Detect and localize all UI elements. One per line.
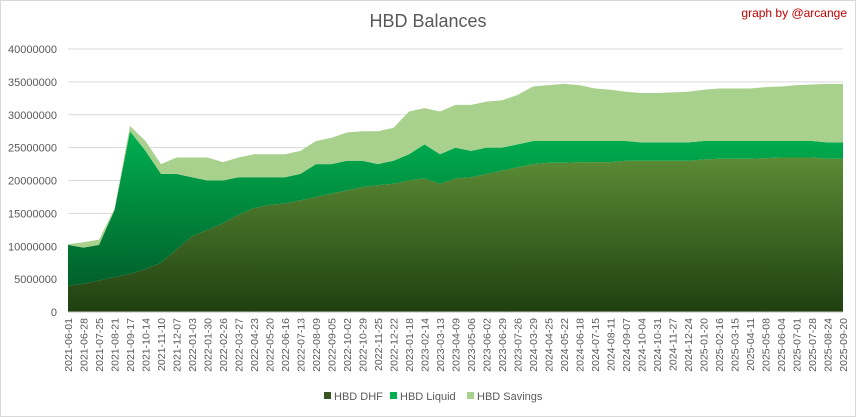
legend-item: HBD Savings	[467, 391, 543, 403]
x-tick-label: 2022-02-26	[218, 318, 230, 372]
x-tick-label: 2023-06-02	[482, 318, 494, 372]
x-tick-label: 2025-07-01	[792, 318, 804, 372]
x-tick-label: 2022-01-03	[187, 318, 199, 372]
y-tick-label: 5000000	[14, 274, 57, 286]
x-tick-label: 2022-01-30	[203, 318, 215, 372]
x-tick-label: 2021-10-14	[141, 318, 153, 372]
x-tick-label: 2021-09-17	[125, 318, 137, 372]
x-tick-label: 2024-06-18	[575, 318, 587, 372]
x-tick-label: 2022-12-22	[389, 318, 401, 372]
legend-label: HBD DHF	[334, 391, 383, 403]
x-tick-label: 2022-11-25	[373, 318, 385, 371]
x-tick-label: 2023-01-18	[404, 318, 416, 372]
x-tick-label: 2024-04-25	[544, 318, 556, 372]
legend-item: HBD DHF	[324, 391, 383, 403]
legend-item: HBD Liquid	[390, 391, 456, 403]
x-tick-label: 2022-07-13	[296, 318, 308, 372]
x-tick-label: 2025-07-28	[807, 318, 819, 372]
area-hbd-savings	[68, 83, 843, 248]
x-tick-label: 2024-11-27	[668, 318, 680, 371]
x-tick-label: 2021-11-10	[156, 318, 168, 371]
y-tick-label: 0	[51, 307, 57, 319]
x-tick-label: 2022-10-29	[358, 318, 370, 372]
x-tick-label: 2022-06-16	[280, 318, 292, 372]
y-tick-label: 20000000	[8, 176, 57, 188]
x-tick-label: 2022-10-02	[342, 318, 354, 372]
x-tick-label: 2022-09-05	[327, 318, 339, 372]
x-tick-label: 2022-03-27	[234, 318, 246, 372]
y-tick-label: 15000000	[8, 208, 57, 220]
x-tick-label: 2021-06-28	[79, 318, 91, 372]
x-tick-label: 2024-10-04	[637, 318, 649, 372]
x-tick-label: 2024-12-24	[683, 318, 695, 372]
legend-swatch	[467, 392, 474, 399]
y-tick-label: 10000000	[8, 241, 57, 253]
legend-swatch	[324, 392, 331, 399]
x-tick-label: 2025-09-20	[838, 318, 850, 372]
y-tick-label: 30000000	[8, 110, 57, 122]
x-tick-label: 2023-06-29	[497, 318, 509, 372]
x-tick-label: 2021-07-25	[94, 318, 106, 372]
x-tick-label: 2021-08-21	[110, 318, 122, 372]
x-tick-label: 2023-03-13	[435, 318, 447, 372]
x-tick-label: 2023-02-14	[420, 318, 432, 372]
x-tick-label: 2025-03-15	[730, 318, 742, 372]
x-tick-label: 2025-05-08	[761, 318, 773, 372]
x-tick-label: 2021-12-07	[172, 318, 184, 372]
area-hbd-dhf	[68, 157, 843, 312]
area-hbd-liquid	[68, 131, 843, 286]
x-tick-label: 2025-04-11	[745, 318, 757, 371]
x-tick-label: 2021-06-01	[63, 318, 75, 372]
x-tick-label: 2022-08-09	[311, 318, 323, 372]
x-tick-label: 2022-05-20	[265, 318, 277, 372]
chart-title: HBD Balances	[369, 11, 486, 31]
x-tick-label: 2024-10-31	[652, 318, 664, 372]
y-tick-label: 40000000	[8, 44, 57, 56]
x-tick-label: 2022-04-23	[249, 318, 261, 372]
x-tick-label: 2025-08-24	[823, 318, 835, 372]
legend-label: HBD Savings	[477, 391, 543, 403]
legend-label: HBD Liquid	[400, 391, 456, 403]
x-tick-label: 2024-07-15	[590, 318, 602, 372]
y-tick-label: 25000000	[8, 143, 57, 155]
x-tick-label: 2024-05-22	[559, 318, 571, 372]
x-tick-label: 2023-05-06	[466, 318, 478, 372]
x-tick-label: 2025-01-20	[699, 318, 711, 372]
credit-annotation: graph by @arcange	[741, 6, 847, 20]
legend-swatch	[390, 392, 397, 399]
x-tick-label: 2024-08-11	[606, 318, 618, 371]
y-tick-label: 35000000	[8, 77, 57, 89]
x-tick-label: 2024-03-29	[528, 318, 540, 372]
x-tick-label: 2025-02-16	[714, 318, 726, 372]
x-tick-label: 2023-07-26	[513, 318, 525, 372]
x-tick-label: 2023-04-09	[451, 318, 463, 372]
x-tick-label: 2024-09-07	[621, 318, 633, 372]
x-tick-label: 2025-06-04	[776, 318, 788, 372]
